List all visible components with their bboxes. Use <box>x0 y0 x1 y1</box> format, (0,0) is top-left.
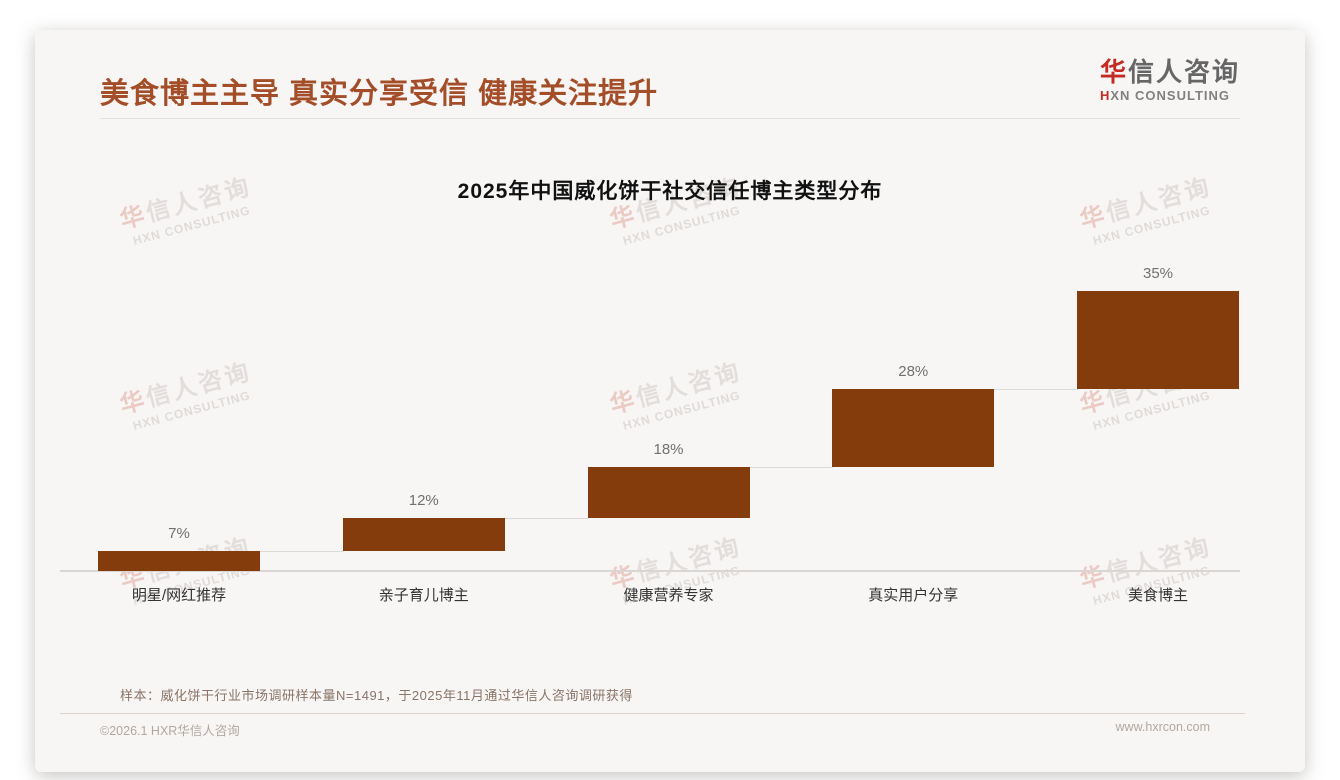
footer-divider <box>60 713 1245 714</box>
waterfall-chart: 7% 明星/网红推荐 12% 亲子育儿博主 18% 健康营养专家 28% 真实用户分享 35% 美… <box>35 30 1305 772</box>
company-logo: 华信人咨询 HXN CONSULTING <box>1100 58 1240 103</box>
bar-value-label: 28% <box>898 363 929 380</box>
bar-category-label: 美食博主 <box>1127 587 1188 604</box>
bar-5 <box>1077 291 1239 389</box>
logo-english-name: HXN CONSULTING <box>1099 87 1240 103</box>
waterfall-connector <box>260 551 344 553</box>
bar-value-label: 7% <box>168 525 190 543</box>
bar-1 <box>98 551 260 571</box>
footer-copyright: ©2026.1 HXR华信人咨询 <box>100 724 240 738</box>
logo-english-accent: H <box>1099 87 1111 103</box>
footer-website: www.hxrcon.com <box>1115 720 1210 734</box>
sample-footnote: 样本：威化饼干行业市场调研样本量N=1491，于2025年11月通过华信人咨询调… <box>120 688 633 703</box>
bar-category-label: 健康营养专家 <box>623 587 714 604</box>
bar-value-label: 35% <box>1142 265 1174 282</box>
title-divider <box>100 118 1240 119</box>
bar-category-label: 真实用户分享 <box>868 587 959 604</box>
logo-chinese-name: 华信人咨询 <box>1100 58 1240 87</box>
chart-baseline <box>60 570 1240 572</box>
logo-chinese-accent: 华 <box>1099 57 1128 87</box>
bar-category-label: 明星/网红推荐 <box>131 587 227 604</box>
bar-value-label: 12% <box>408 491 439 509</box>
chart-title: 2025年中国威化饼干社交信任博主类型分布 <box>457 180 883 203</box>
page-title: 美食博主主导 真实分享受信 健康关注提升 <box>100 78 659 110</box>
slide-card: 华信人咨询 HXN CONSULTING 华信人咨询 HXN CONSULTING 华信… <box>35 30 1305 772</box>
bar-2 <box>342 517 505 552</box>
bar-4 <box>832 389 995 468</box>
waterfall-connector <box>504 517 589 519</box>
bar-category-label: 亲子育儿博主 <box>378 587 469 604</box>
bar-3 <box>587 467 750 518</box>
waterfall-connector <box>994 389 1078 390</box>
waterfall-connector <box>749 467 834 469</box>
logo-english-rest: XN CONSULTING <box>1110 87 1231 103</box>
logo-chinese-rest: 信人咨询 <box>1127 57 1240 87</box>
bar-value-label: 18% <box>653 441 684 459</box>
